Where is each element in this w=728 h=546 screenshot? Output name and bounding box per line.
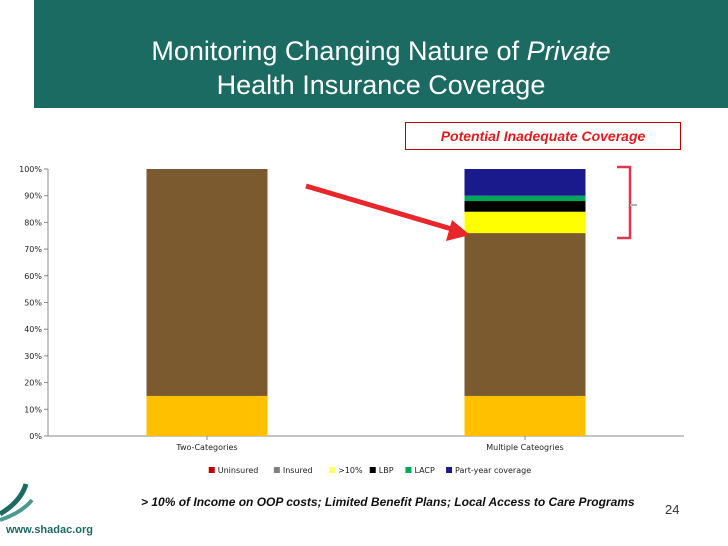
- title-band: Monitoring Changing Nature of Private He…: [34, 0, 728, 108]
- legend-label: Uninsured: [218, 466, 259, 475]
- bar-segment: [146, 169, 268, 396]
- y-tick-label: 50%: [24, 299, 42, 308]
- legend-swatch: [208, 467, 215, 473]
- legend-swatch: [446, 467, 453, 473]
- x-category-label: Two-Categories: [175, 443, 237, 452]
- legend-swatch: [329, 467, 336, 473]
- y-tick-label: 30%: [24, 352, 42, 361]
- slide-title: Monitoring Changing Nature of Private He…: [34, 34, 728, 102]
- bar-segment: [464, 233, 586, 396]
- legend-swatch: [369, 467, 376, 473]
- page-number: 24: [665, 502, 680, 517]
- bar-segment: [464, 169, 586, 196]
- y-tick-label: 70%: [24, 245, 42, 254]
- bar-segment: [464, 195, 586, 202]
- y-tick-label: 0%: [29, 432, 42, 441]
- footer-url: www.shadac.org: [6, 524, 94, 536]
- y-tick-label: 10%: [24, 405, 42, 414]
- bar-segment: [146, 395, 268, 436]
- title-line1-text: Monitoring Changing Nature of: [151, 36, 527, 66]
- y-tick-label: 20%: [24, 379, 42, 388]
- legend-label: >10%: [338, 466, 363, 475]
- chart-plot: 0% 10% 20% 30% 40% 50% 60% 70% 80% 90% 100% Two-Cat…: [19, 165, 684, 475]
- legend-label: LBP: [379, 466, 394, 475]
- title-line1-emphasis: Private: [526, 36, 611, 66]
- y-tick-label: 60%: [24, 272, 42, 281]
- legend-label: Part-year coverage: [455, 466, 531, 475]
- stacked-bar-chart: 0% 10% 20% 30% 40% 50% 60% 70% 80% 90% 100% Two-Cat…: [19, 165, 684, 475]
- legend-label: Insured: [283, 466, 313, 475]
- legend-swatch: [405, 467, 412, 473]
- annotation-arrow-shaft: [305, 183, 456, 233]
- legend-label: LACP: [414, 466, 435, 475]
- y-tick-label: 90%: [24, 192, 42, 201]
- footnote: > 10% of Income on OOP costs; Limited Be…: [141, 495, 635, 509]
- y-tick-label: 40%: [24, 325, 42, 334]
- annotation-arrow-head: [446, 220, 470, 241]
- callout-box: Potential Inadequate Coverage: [405, 122, 681, 150]
- bar-segment: [464, 211, 586, 234]
- x-category-label: Multiple Cateogries: [486, 443, 563, 452]
- legend-swatch: [273, 467, 280, 473]
- y-tick-label: 80%: [24, 218, 42, 227]
- y-tick-label: 100%: [19, 165, 42, 174]
- bar-segment: [464, 395, 586, 436]
- annotation-bracket: [617, 165, 632, 240]
- bar-segment: [464, 201, 586, 212]
- shadac-logo-icon: [0, 483, 34, 522]
- title-line2-text: Health Insurance Coverage: [216, 70, 546, 100]
